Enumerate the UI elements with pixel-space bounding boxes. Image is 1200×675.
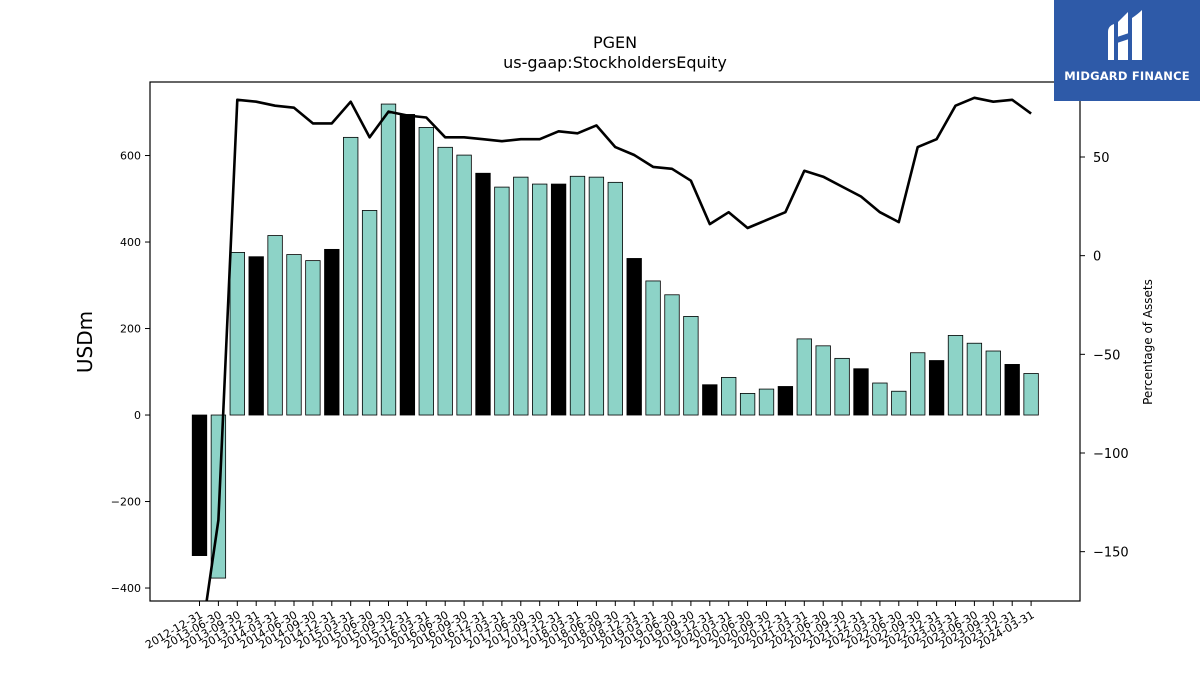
y2-tick-label: −50: [1093, 348, 1120, 363]
bar: [721, 376, 737, 416]
brand-name: MIDGARD FINANCE: [1064, 69, 1190, 83]
bar: [664, 294, 680, 416]
y-axis-left: −400 −200 0 200 400 600: [111, 150, 150, 595]
y-tick-label: 600: [120, 150, 141, 163]
y2-axis-label: Percentage of Assets: [1141, 279, 1155, 405]
bar: [569, 175, 586, 416]
bar: [834, 357, 850, 416]
bar: [1023, 373, 1039, 416]
brand-logo: MIDGARD FINANCE: [1054, 0, 1200, 101]
bar: [380, 103, 397, 416]
bar: [758, 388, 775, 416]
chart-title: PGEN: [593, 33, 637, 52]
bar: [607, 181, 623, 416]
percent-line: [205, 96, 1032, 601]
bar: [248, 256, 264, 416]
bar: [626, 258, 642, 416]
bar: [343, 136, 359, 416]
y-tick-label: 400: [120, 236, 141, 249]
bar: [853, 368, 869, 416]
bar: [286, 254, 302, 416]
bar: [456, 154, 472, 416]
y-axis-label: USDm: [73, 311, 97, 373]
bar: [399, 114, 416, 416]
bar: [702, 384, 718, 416]
percent-line-series: [205, 96, 1032, 601]
y2-tick-label: −150: [1093, 546, 1129, 561]
bar: [645, 280, 661, 416]
bar: [437, 146, 453, 416]
bar: [815, 345, 831, 416]
bar: [910, 352, 926, 416]
bar: [985, 350, 1001, 416]
y2-tick-label: 0: [1093, 250, 1101, 265]
bar: [796, 338, 812, 416]
bar: [947, 335, 964, 416]
bar: [361, 210, 378, 416]
bar: [966, 342, 983, 416]
bar: [891, 390, 907, 416]
bar: [550, 183, 567, 416]
bar-series: [191, 103, 1039, 579]
y-tick-label: −200: [111, 496, 141, 509]
bar: [532, 183, 548, 416]
bar: [324, 248, 340, 416]
bar: [588, 176, 605, 416]
bar: [305, 260, 321, 416]
bar: [513, 176, 529, 416]
y2-tick-label: −100: [1093, 447, 1129, 462]
y-tick-label: −400: [111, 582, 141, 595]
bar: [872, 382, 888, 416]
bar: [418, 127, 434, 416]
bar: [267, 235, 283, 416]
bar: [777, 386, 794, 416]
bar: [494, 186, 510, 416]
y-tick-label: 200: [120, 323, 141, 336]
bar: [191, 414, 208, 556]
bar: [1004, 364, 1020, 416]
bar: [229, 252, 245, 416]
bar: [739, 392, 756, 416]
bar: [928, 360, 945, 416]
y-tick-label: 0: [134, 409, 141, 422]
y2-tick-label: 50: [1093, 151, 1110, 166]
bar: [683, 316, 699, 416]
y-axis-right: −150 −100 −50 0 50: [1080, 151, 1129, 561]
chart-subtitle: us-gaap:StockholdersEquity: [503, 53, 727, 72]
x-axis: 2012-12-312013-06-302013-09-302013-12-31…: [143, 601, 1037, 652]
midgard-mark-icon: [1108, 10, 1142, 60]
bar: [475, 172, 491, 416]
